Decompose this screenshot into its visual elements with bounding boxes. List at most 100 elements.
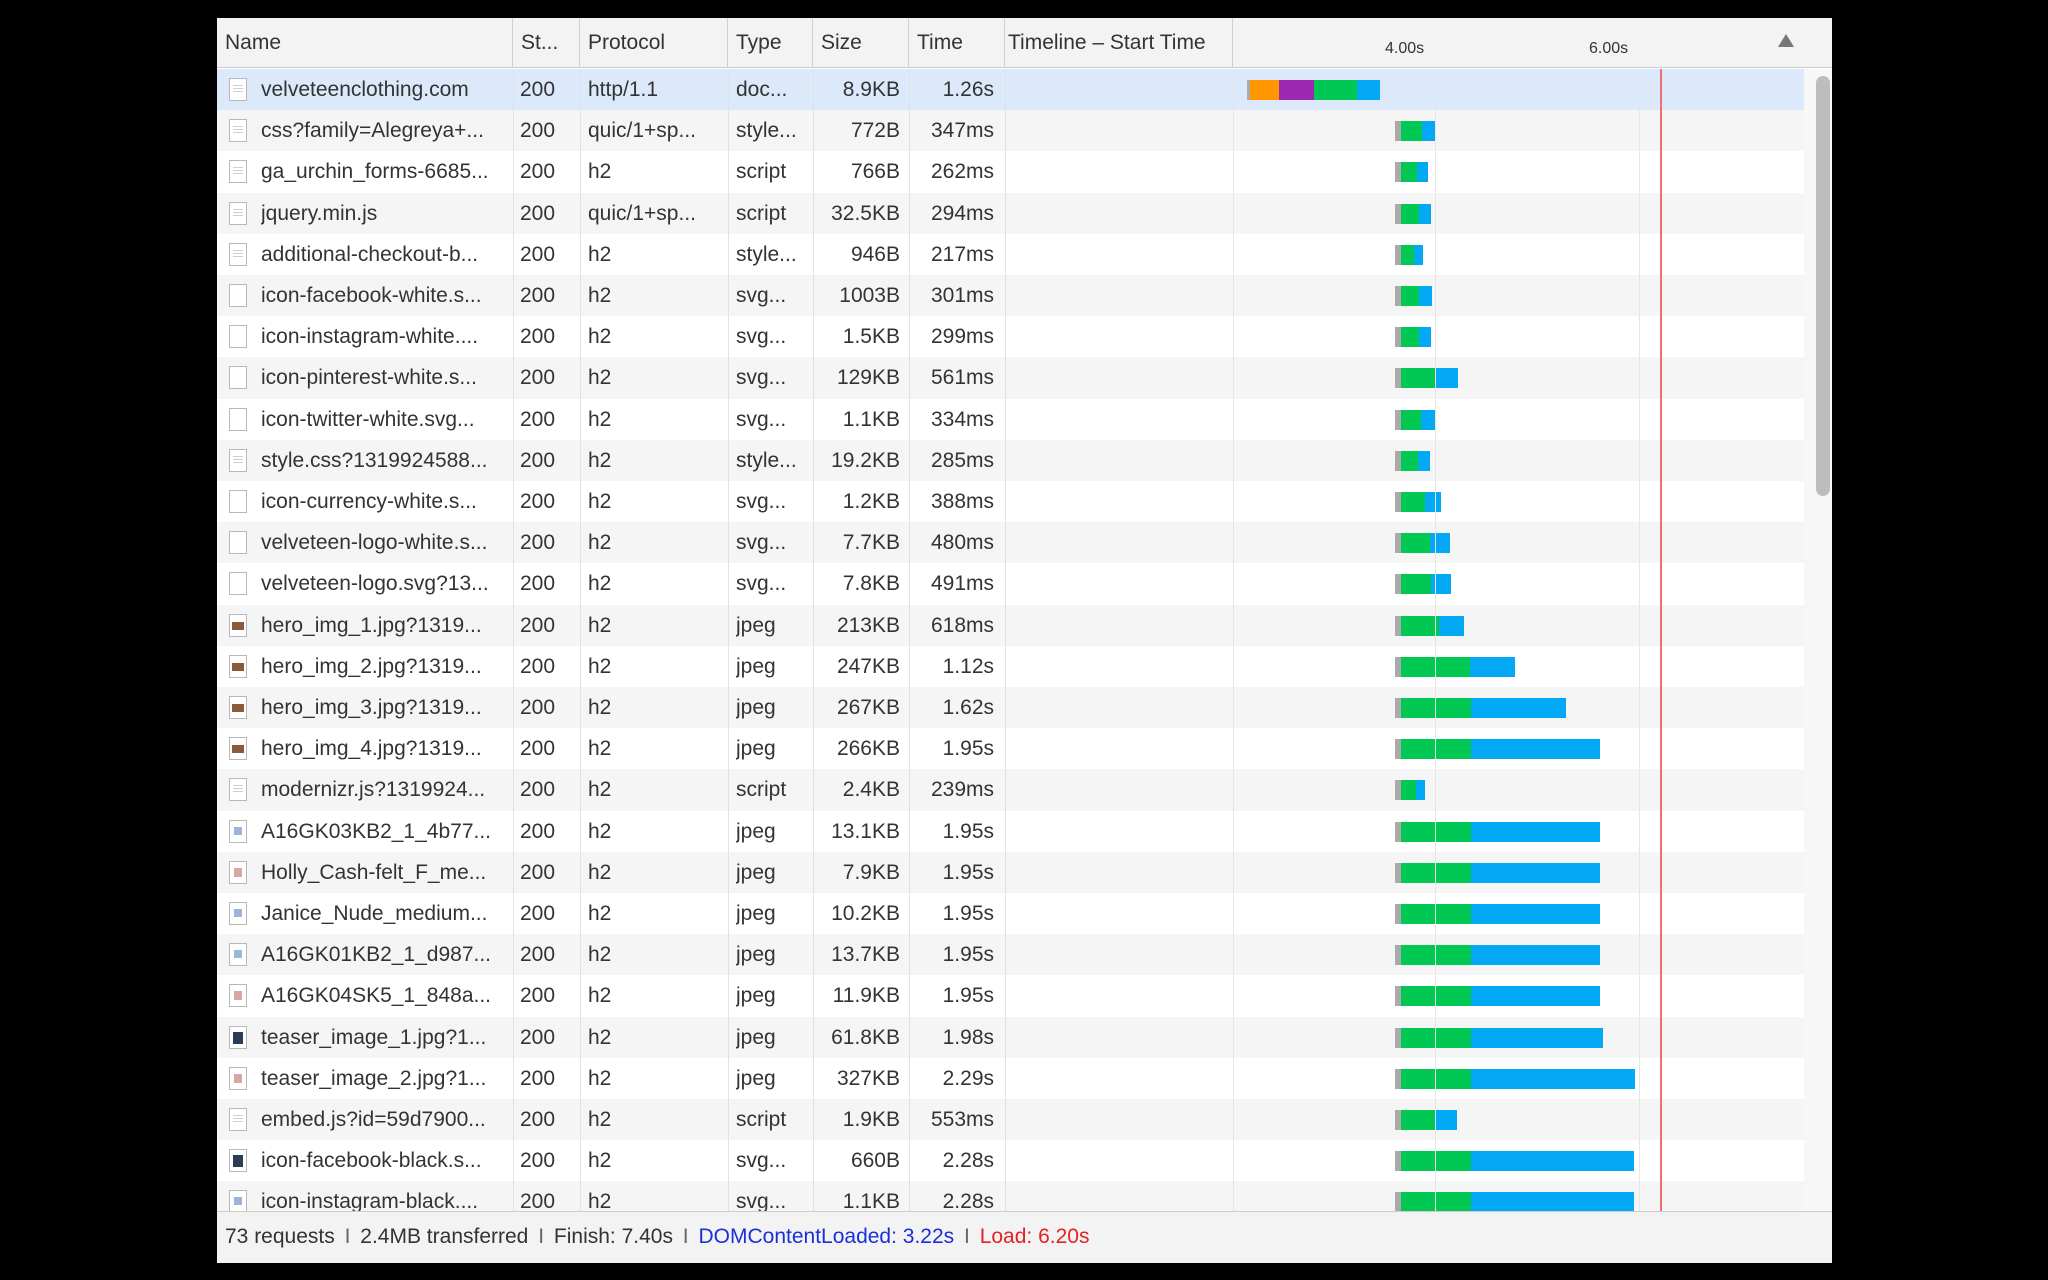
request-time: 301ms <box>930 284 994 307</box>
column-header-size[interactable]: Size <box>813 18 909 68</box>
request-row[interactable]: icon-facebook-black.s... 200 h2 svg... 660B 2… <box>217 1140 1832 1181</box>
stalled-segment <box>1395 739 1401 760</box>
request-row[interactable]: A16GK04SK5_1_848a... 200 h2 jpeg 11.9KB 1.95s <box>217 975 1832 1016</box>
waterfall-bar[interactable] <box>217 811 1832 852</box>
request-type: style... <box>736 119 797 143</box>
waterfall-bar[interactable] <box>217 1099 1832 1140</box>
waterfall-bar[interactable] <box>217 934 1832 975</box>
column-header-timeline[interactable]: Timeline – Start Time <box>1005 18 1233 68</box>
receiving-segment <box>1471 1151 1634 1172</box>
request-name: velveteenclothing.com <box>261 78 469 101</box>
request-size: 61.8KB <box>831 1025 900 1049</box>
request-row[interactable]: A16GK03KB2_1_4b77... 200 h2 jpeg 13.1KB 1.95s <box>217 811 1832 852</box>
request-row[interactable]: hero_img_2.jpg?1319... 200 h2 jpeg 247KB 1.12… <box>217 646 1832 687</box>
request-row[interactable]: icon-instagram-white.... 200 h2 svg... 1.5KB… <box>217 316 1832 357</box>
request-name: icon-facebook-black.s... <box>261 1149 482 1173</box>
waterfall-bar[interactable] <box>217 316 1832 357</box>
request-row[interactable]: hero_img_4.jpg?1319... 200 h2 jpeg 266KB 1.95… <box>217 728 1832 769</box>
request-status: 200 <box>520 366 556 390</box>
request-row[interactable]: teaser_image_1.jpg?1... 200 h2 jpeg 61.8KB 1.… <box>217 1016 1832 1058</box>
request-row[interactable]: hero_img_1.jpg?1319... 200 h2 jpeg 213KB 618m… <box>217 604 1832 646</box>
waterfall-bar[interactable] <box>217 646 1832 687</box>
request-name: modernizr.js?1319924... <box>261 778 486 802</box>
request-row[interactable]: hero_img_3.jpg?1319... 200 h2 jpeg 267KB 1.62… <box>217 687 1832 729</box>
request-type: jpeg <box>736 1025 776 1049</box>
waterfall-bar[interactable] <box>217 440 1832 481</box>
sort-ascending-icon[interactable] <box>1778 34 1794 47</box>
waterfall-bar[interactable] <box>217 563 1832 604</box>
request-row[interactable]: Holly_Cash-felt_F_me... 200 h2 jpeg 7.9KB 1.9… <box>217 851 1832 893</box>
script-file-icon <box>229 201 247 225</box>
request-row[interactable]: jquery.min.js 200 quic/1+sp... script 32.5KB… <box>217 192 1832 234</box>
column-header-name[interactable]: Name <box>217 18 513 68</box>
waterfall-bar[interactable] <box>217 893 1832 934</box>
request-name: icon-pinterest-white.s... <box>261 366 477 390</box>
column-header-time[interactable]: Time <box>909 18 1005 68</box>
request-name: icon-instagram-white.... <box>261 325 479 349</box>
stalled-segment <box>1395 286 1401 306</box>
request-row[interactable]: velveteen-logo.svg?13... 200 h2 svg... 7.8KB… <box>217 563 1832 604</box>
request-row[interactable]: Janice_Nude_medium... 200 h2 jpeg 10.2KB 1.95… <box>217 893 1832 934</box>
stalled-segment <box>1395 1192 1401 1213</box>
waterfall-bar[interactable] <box>217 769 1832 810</box>
request-row[interactable]: style.css?1319924588... 200 h2 style... 19.2… <box>217 439 1832 481</box>
waterfall-bar[interactable] <box>217 522 1832 563</box>
request-row[interactable]: icon-twitter-white.svg... 200 h2 svg... 1.1K… <box>217 399 1832 440</box>
request-name: icon-facebook-white.s... <box>261 284 482 307</box>
request-protocol: http/1.1 <box>588 78 659 101</box>
request-row[interactable]: modernizr.js?1319924... 200 h2 script 2.4KB 2… <box>217 769 1832 811</box>
waterfall-bar[interactable] <box>217 687 1832 728</box>
request-row[interactable]: velveteenclothing.com 200 http/1.1 doc... 8.… <box>217 69 1832 111</box>
receiving-segment <box>1471 821 1600 842</box>
waterfall-bar[interactable] <box>217 110 1832 151</box>
request-protocol: h2 <box>588 1190 612 1214</box>
waterfall-bar[interactable] <box>217 605 1832 646</box>
script-file-icon <box>229 778 247 802</box>
waterfall-bar[interactable] <box>217 481 1832 522</box>
column-header-protocol[interactable]: Protocol <box>580 18 728 68</box>
request-row[interactable]: ga_urchin_forms-6685... 200 h2 script 766B 26… <box>217 151 1832 192</box>
request-type: svg... <box>736 1190 787 1214</box>
request-time: 561ms <box>930 366 994 390</box>
receiving-segment <box>1471 1068 1635 1089</box>
request-time: 2.29s <box>942 1066 994 1090</box>
waterfall-bar[interactable] <box>217 1058 1832 1099</box>
request-row[interactable]: icon-facebook-white.s... 200 h2 svg... 1003B… <box>217 275 1832 317</box>
request-status: 200 <box>520 407 556 431</box>
request-protocol: h2 <box>588 531 612 555</box>
waiting-segment <box>1401 327 1420 348</box>
waterfall-bar[interactable] <box>217 1140 1832 1181</box>
waiting-segment <box>1401 698 1471 718</box>
column-header-status[interactable]: St... <box>513 18 580 68</box>
image-thumbnail-icon <box>229 696 247 719</box>
waiting-segment <box>1401 162 1418 183</box>
blank-image-icon <box>229 366 247 390</box>
waterfall-bar[interactable] <box>217 151 1832 192</box>
waterfall-bar[interactable] <box>217 275 1832 316</box>
request-row[interactable]: velveteen-logo-white.s... 200 h2 svg... 7.7K… <box>217 522 1832 564</box>
waterfall-bar[interactable] <box>217 728 1832 769</box>
waterfall-bar[interactable] <box>217 234 1832 275</box>
waterfall-bar[interactable] <box>217 1017 1832 1058</box>
request-row[interactable]: css?family=Alegreya+... 200 quic/1+sp... st… <box>217 110 1832 152</box>
waterfall-bar[interactable] <box>217 975 1832 1016</box>
waiting-segment <box>1401 1068 1471 1089</box>
request-time: 299ms <box>930 325 994 349</box>
waterfall-bar[interactable] <box>217 357 1832 398</box>
request-row[interactable]: teaser_image_2.jpg?1... 200 h2 jpeg 327KB 2.2… <box>217 1058 1832 1099</box>
waterfall-bar[interactable] <box>217 193 1832 234</box>
request-name: style.css?1319924588... <box>261 448 488 472</box>
receiving-segment <box>1419 286 1432 306</box>
request-row[interactable]: additional-checkout-b... 200 h2 style... 946… <box>217 234 1832 275</box>
waterfall-bar[interactable] <box>217 852 1832 893</box>
request-row[interactable]: icon-currency-white.s... 200 h2 svg... 1.2KB… <box>217 481 1832 522</box>
request-row[interactable]: embed.js?id=59d7900... 200 h2 script 1.9KB 55… <box>217 1099 1832 1141</box>
column-header-type[interactable]: Type <box>728 18 813 68</box>
waterfall-bar[interactable] <box>217 399 1832 440</box>
request-row[interactable]: icon-pinterest-white.s... 200 h2 svg... 129K… <box>217 357 1832 399</box>
waterfall-bar[interactable] <box>217 69 1832 110</box>
scrollbar-thumb[interactable] <box>1816 76 1830 496</box>
waterfall-bar[interactable] <box>217 1181 1832 1222</box>
request-row[interactable]: A16GK01KB2_1_d987... 200 h2 jpeg 13.7KB 1.95s <box>217 934 1832 976</box>
request-status: 200 <box>520 78 556 101</box>
